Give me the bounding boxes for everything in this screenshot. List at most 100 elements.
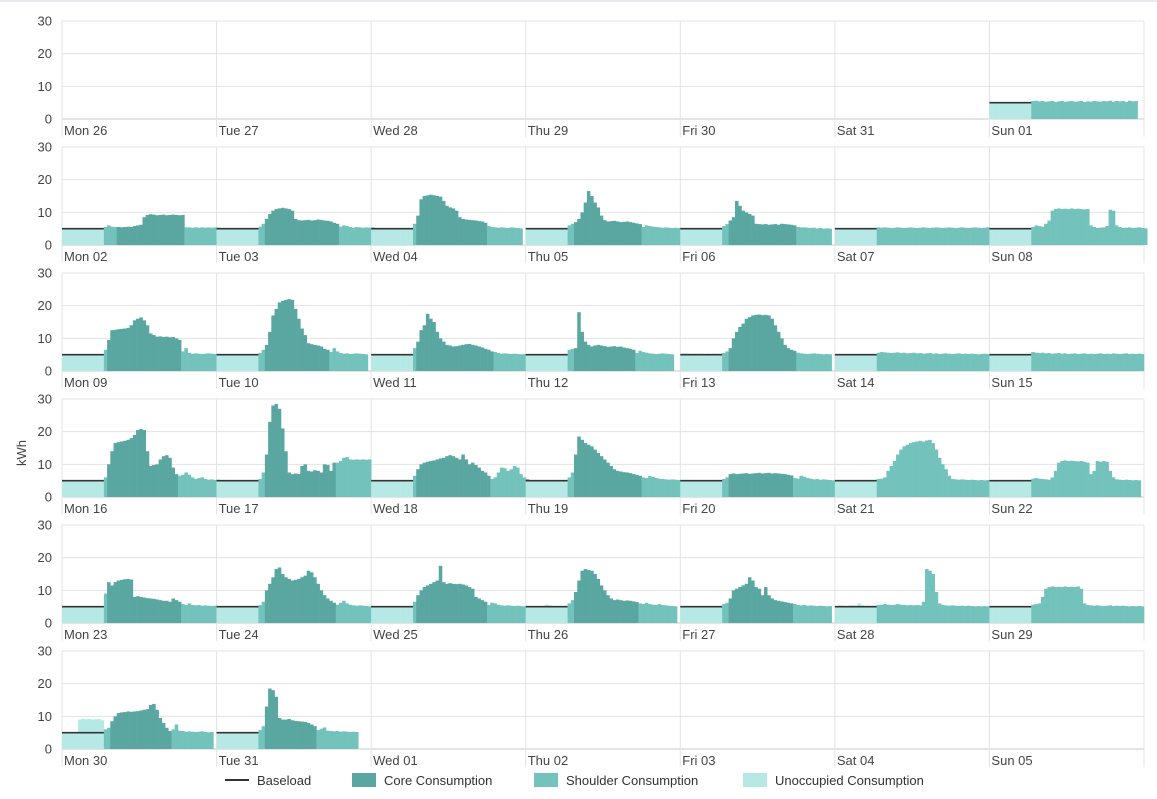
legend-unoccupied[interactable]: Unoccupied Consumption (743, 771, 924, 789)
shoulder-bar (203, 353, 208, 371)
shoulder-bar (413, 348, 417, 371)
core-bar (580, 331, 584, 371)
shoulder-bar (1040, 479, 1045, 497)
unoccupied-bar (216, 228, 221, 245)
unoccupied-bar (1011, 354, 1016, 371)
unoccupied-bar (992, 480, 997, 497)
unoccupied-bar (97, 718, 101, 749)
shoulder-bar (493, 477, 498, 497)
shoulder-bar (197, 478, 201, 497)
shoulder-bar (928, 439, 932, 497)
shoulder-bar (506, 353, 510, 371)
shoulder-bar (915, 353, 919, 371)
unoccupied-bar (223, 606, 227, 623)
unoccupied-bar (696, 228, 700, 245)
unoccupied-bar (834, 354, 839, 371)
y-tick-label: 30 (38, 644, 52, 659)
unoccupied-bar (94, 606, 98, 623)
shoulder-bar (883, 604, 887, 623)
shoulder-bar (190, 605, 195, 623)
unoccupied-bar (683, 353, 688, 371)
shoulder-bar (908, 227, 913, 245)
shoulder-bar (1102, 354, 1106, 371)
shoulder-bar (664, 605, 668, 623)
core-bar (631, 222, 636, 245)
shoulder-bar (1124, 353, 1129, 371)
shoulder-bar (828, 228, 832, 245)
unoccupied-bar (680, 480, 684, 497)
shoulder-bar (821, 606, 826, 623)
unoccupied-bar (867, 228, 871, 245)
shoulder-bar (1040, 226, 1045, 245)
shoulder-bar (792, 604, 797, 623)
shoulder-bar (1034, 225, 1039, 245)
core-bar (441, 582, 446, 623)
core-bar (309, 220, 314, 245)
legend-baseload[interactable]: Baseload (225, 771, 311, 789)
unoccupied-bar (393, 480, 398, 497)
unoccupied-bar (548, 605, 552, 623)
core-bar (277, 208, 282, 245)
core-bar (268, 583, 272, 623)
shoulder-bar (660, 227, 665, 245)
core-bar (596, 207, 601, 245)
core-bar (274, 403, 279, 497)
shoulder-bar (503, 605, 507, 623)
core-bar (274, 209, 279, 245)
shoulder-bar (210, 227, 214, 245)
core-bar (454, 584, 459, 623)
core-bar (429, 461, 433, 497)
y-tick-label: 0 (45, 490, 52, 505)
core-bar (432, 195, 436, 245)
core-bar (284, 208, 288, 245)
shoulder-bar (351, 459, 356, 497)
core-bar (158, 717, 163, 749)
shoulder-bar (319, 728, 324, 749)
unoccupied-bar (860, 480, 865, 497)
shoulder-bar (812, 353, 816, 371)
unoccupied-bar (718, 606, 723, 623)
core-bar (622, 600, 626, 623)
shoulder-bar (261, 223, 266, 245)
shoulder-bar (1044, 223, 1048, 245)
shoulder-bar (673, 227, 678, 245)
unoccupied-bar (1005, 606, 1010, 623)
y-axis-label: kWh (14, 440, 29, 466)
core-bar (329, 600, 333, 623)
core-bar (177, 215, 182, 245)
core-bar (622, 347, 626, 371)
shoulder-bar (503, 468, 507, 497)
unoccupied-bar (1028, 480, 1032, 497)
shoulder-bar (905, 227, 910, 245)
core-bar (107, 582, 111, 623)
shoulder-bar (1086, 605, 1090, 623)
day-label: Tue 31 (219, 753, 259, 768)
core-bar (480, 470, 485, 497)
shoulder-bar (103, 729, 108, 749)
core-bar (290, 210, 295, 245)
unoccupied-bar (90, 606, 95, 623)
unoccupied-bar (384, 354, 388, 371)
shoulder-bar (194, 732, 198, 749)
core-bar (136, 225, 140, 245)
legend-core[interactable]: Core Consumption (352, 771, 492, 789)
core-bar (123, 712, 127, 749)
core-bar (416, 341, 420, 371)
shoulder-bar (338, 461, 343, 497)
core-bar (142, 320, 147, 371)
shoulder-bar (648, 353, 652, 371)
unoccupied-bar (65, 606, 69, 623)
unoccupied-bar (1024, 228, 1029, 245)
core-bar (467, 219, 472, 245)
shoulder-bar (206, 353, 211, 371)
unoccupied-bar (245, 606, 250, 623)
unoccupied-bar (992, 354, 997, 371)
legend-shoulder[interactable]: Shoulder Consumption (534, 771, 698, 789)
unoccupied-bar (689, 606, 694, 623)
shoulder-bar (673, 479, 678, 497)
shoulder-bar (210, 479, 214, 497)
shoulder-bar (107, 225, 111, 245)
core-bar (586, 191, 591, 245)
unoccupied-bar (71, 480, 76, 497)
shoulder-bar (1066, 209, 1071, 245)
